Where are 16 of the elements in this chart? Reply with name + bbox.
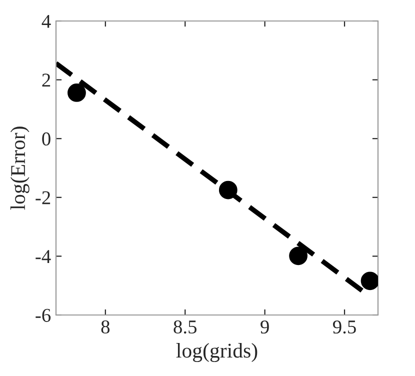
x-tick-label: 9.5 (333, 320, 356, 334)
x-tick-label: 8 (101, 320, 110, 334)
point (289, 246, 308, 266)
point (68, 84, 86, 102)
y-tick-label: 4 (42, 14, 51, 28)
y-tick-label: -2 (36, 191, 50, 204)
y-axis-title: log(Error) (10, 126, 30, 210)
y-tick-label: 2 (42, 74, 50, 87)
x-tick-label: 8.5 (174, 320, 197, 334)
y-tick-label: 0 (42, 132, 50, 146)
point (218, 180, 238, 200)
y-tick-label: -6 (36, 308, 51, 322)
point (360, 272, 378, 290)
x-tick-label: 9 (260, 320, 269, 334)
y-tick-label: -4 (36, 250, 51, 263)
x-axis-title: log(grids) (176, 343, 258, 362)
